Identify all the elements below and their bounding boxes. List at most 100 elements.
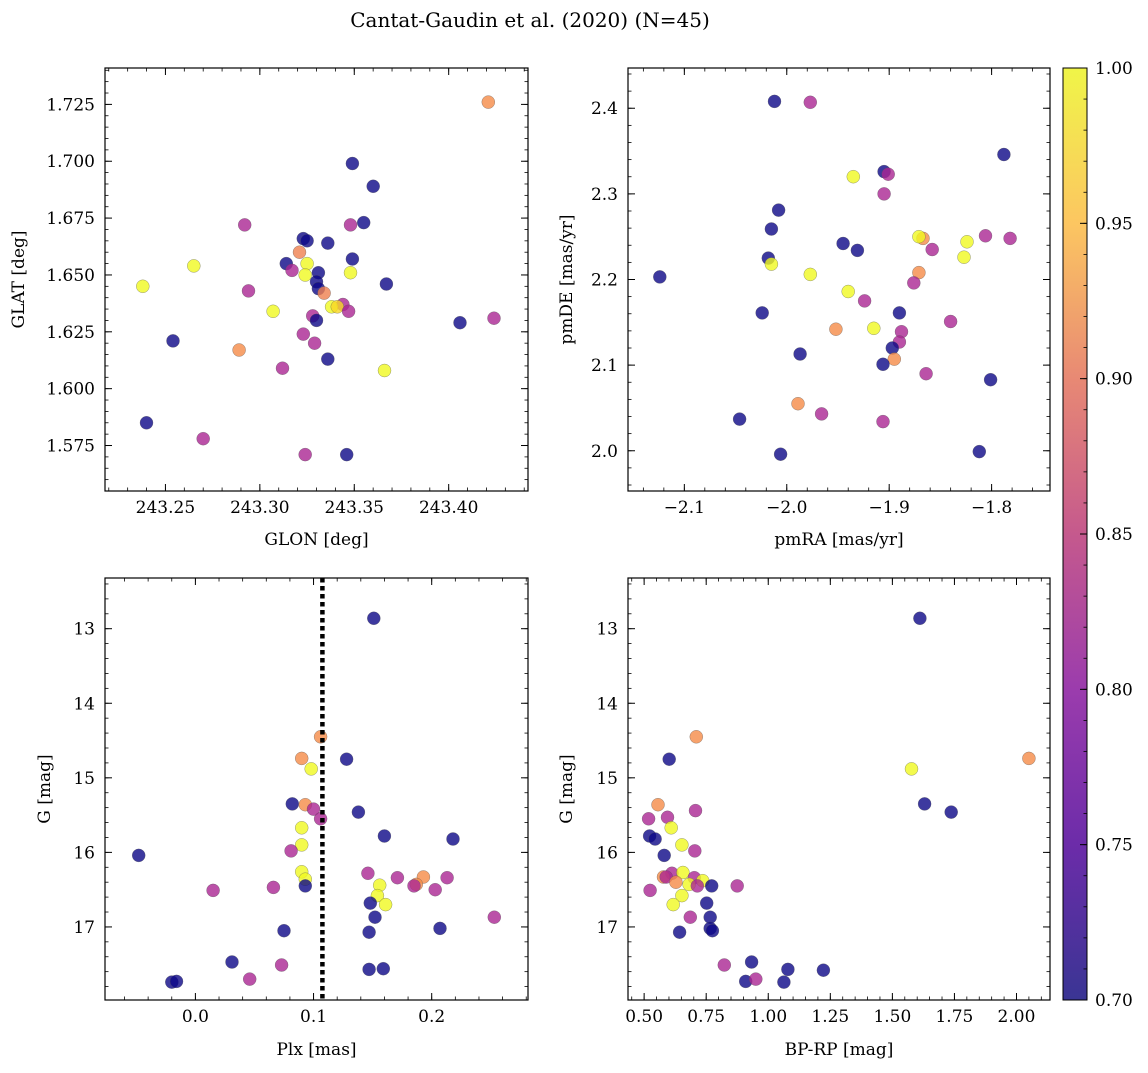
scatter-point [732,412,747,426]
scatter-panel-2: −2.1 −2.0 −1.9 −1.8 2.0 2.1 2.2 2.3 2.4 pmRA [mas… [557,67,1051,550]
scatter-point [453,315,467,330]
scatter-point [791,396,805,411]
x-tick-label: −2.0 [766,498,807,518]
scatter-panel-4: 0.50 0.75 1.00 1.25 1.50 1.75 2.00 13 14 15 16 17 BP… [557,577,1051,1060]
scatter-point [309,313,324,328]
y-tick-label: 1.600 [46,380,95,400]
scatter-point [351,805,366,819]
scatter-point [285,263,299,278]
scatter-point [292,245,307,259]
axis-ticks: −2.1 −2.0 −1.9 −1.8 2.0 2.1 2.2 2.3 2.4 [591,68,1050,518]
y-tick-label: 2.2 [591,271,618,291]
y-axis-label: G [mag] [35,754,55,823]
scatter-point [377,829,392,843]
scatter-point [341,304,356,319]
scatter-point [368,910,382,924]
colorbar-tick-label: 0.70 [1095,991,1133,1011]
scatter-point [699,896,714,910]
scatter-point [428,882,442,897]
scatter-point [345,252,360,266]
scatter-point [317,286,331,300]
scatter-point [345,156,360,171]
scatter-panel-3: 0.0 0.1 0.2 13 14 15 16 17 Plx [mas] G [mag] [35,577,529,1060]
scatter-point [298,447,312,462]
scatter-point [841,284,855,299]
y-tick-label: 1.725 [46,95,95,115]
scatter-point [814,407,829,421]
axis-ticks: 0.50 0.75 1.00 1.25 1.50 1.75 2.00 13 14 15 16 17 [596,578,1050,1027]
scatter-point [653,270,667,284]
scatter-point [1022,751,1036,766]
scatter-point [972,444,987,459]
scatter-point [266,304,280,319]
scatter-point [836,236,850,251]
scatter-point [274,958,289,972]
y-tick-label: 17 [596,918,618,938]
scatter-panel-1: 243.25 243.30 243.35 243.40 1.575 1.600 1.625 1… [9,67,529,550]
x-tick-label: −2.1 [664,498,705,518]
scatter-point [339,752,354,766]
scatter-point [363,896,378,910]
scatter-point [688,844,702,858]
colorbar-tick-label: 0.80 [1095,680,1133,700]
scatter-point [487,311,501,325]
scatter-point [913,611,927,626]
scatter-point [339,447,354,462]
scatter-point [777,975,791,989]
scatter-point [275,361,290,375]
scatter-point [925,242,939,257]
y-tick-label: 1.675 [46,209,95,229]
scatter-point [446,832,460,846]
scatter-point [651,797,665,812]
scatter-point [169,974,184,989]
x-tick-label: 1.25 [811,1007,849,1027]
y-axis-label: G [mag] [557,754,577,823]
scatter-point [867,321,881,336]
scatter-point [298,879,313,893]
scatter-point [166,334,180,348]
x-tick-label: 243.35 [325,498,384,518]
scatter-point [343,265,358,280]
scatter-point [300,256,314,271]
y-tick-label: 2.0 [591,442,618,462]
scatter-point [764,222,779,236]
scatter-point [666,897,680,912]
scatter-point [481,95,496,109]
colorbar: 0.70 0.75 0.80 0.85 0.90 0.95 1.00 [1062,59,1133,1011]
x-tick-label: 243.25 [136,498,195,518]
scatter-point [876,357,890,372]
y-tick-label: 16 [73,843,95,863]
axes-frame [627,577,1051,1001]
scatter-point [487,910,502,924]
scatter-point [744,955,759,969]
y-tick-label: 1.625 [46,323,95,343]
scatter-point [1003,231,1017,246]
scatter-point [377,363,392,378]
scatter-point [704,879,719,893]
scatter-point [440,870,454,885]
scatter-point [306,802,321,816]
scatter-point [139,416,154,430]
scatter-point [881,167,895,181]
scatter-point [433,921,447,936]
scatter-points [653,94,1017,461]
scatter-point [284,844,298,858]
scatter-point [206,883,220,898]
scatter-point [196,431,210,446]
x-tick-label: 0.75 [687,1007,725,1027]
scatter-point [904,762,919,776]
scatter-point [846,169,861,184]
colorbar-tick-label: 0.85 [1095,525,1133,545]
scatter-point [944,805,958,819]
x-axis-label: pmRA [mas/yr] [774,530,903,550]
scatter-point [781,962,795,977]
x-tick-label: 1.50 [873,1007,911,1027]
axis-ticks: 243.25 243.30 243.35 243.40 1.575 1.600 1.625 1… [46,68,528,518]
scatter-point [237,218,252,232]
scatter-point [771,203,786,217]
scatter-point [829,322,843,336]
scatter-point [749,972,763,986]
y-axis-label: pmDE [mas/yr] [557,214,577,344]
colorbar-tick-label: 1.00 [1095,59,1133,79]
